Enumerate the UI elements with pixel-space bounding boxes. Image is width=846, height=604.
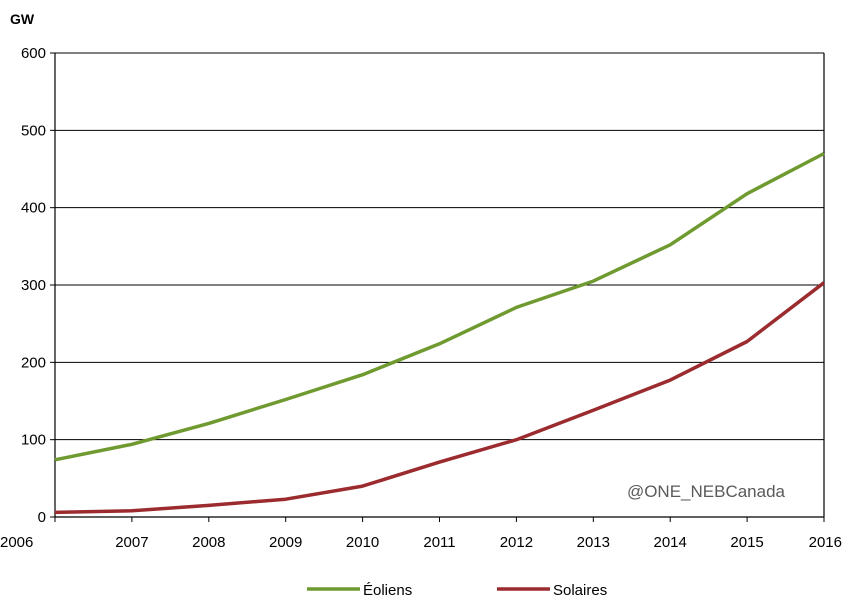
x-tick-label: 2015 bbox=[730, 534, 763, 551]
y-tick-label: 400 bbox=[21, 200, 46, 217]
y-tick-labels: 0 100 200 300 400 500 600 bbox=[21, 45, 46, 526]
y-tick-label: 100 bbox=[21, 432, 46, 449]
y-tick-label: 500 bbox=[21, 122, 46, 139]
y-tick-label: 300 bbox=[21, 277, 46, 294]
x-tick-label: 2009 bbox=[269, 534, 302, 551]
gridlines bbox=[50, 52, 825, 522]
legend: Éoliens Solaires bbox=[307, 582, 607, 599]
y-tick-label: 600 bbox=[21, 45, 46, 62]
y-tick-label: 0 bbox=[38, 509, 46, 526]
legend-label: Éoliens bbox=[363, 582, 412, 599]
x-tick-label: 2014 bbox=[654, 534, 687, 551]
x-tick-label: 2016 bbox=[809, 534, 842, 551]
watermark-handle: @ONE_NEBCanada bbox=[627, 482, 786, 501]
x-tick-label: 2012 bbox=[500, 534, 533, 551]
x-tick-label: 2007 bbox=[115, 534, 148, 551]
y-axis-unit: GW bbox=[10, 11, 35, 27]
series-line-eoliens bbox=[54, 151, 825, 462]
legend-item-solaires: Solaires bbox=[497, 582, 607, 599]
legend-item-eoliens: Éoliens bbox=[307, 582, 412, 599]
x-tick-label: 2011 bbox=[423, 534, 455, 551]
series-lines bbox=[54, 151, 826, 515]
series-line-solaires bbox=[54, 281, 826, 515]
x-tick-label: 2008 bbox=[192, 534, 225, 551]
y-tick-label: 200 bbox=[21, 354, 46, 371]
x-tick-labels: 2006 2007 2008 2009 2010 2011 2012 2013 2014 2015… bbox=[0, 534, 842, 551]
x-tick-label: 2006 bbox=[0, 534, 33, 551]
x-tick-label: 2010 bbox=[346, 534, 379, 551]
legend-label: Solaires bbox=[553, 582, 607, 599]
x-tick-label: 2013 bbox=[577, 534, 610, 551]
